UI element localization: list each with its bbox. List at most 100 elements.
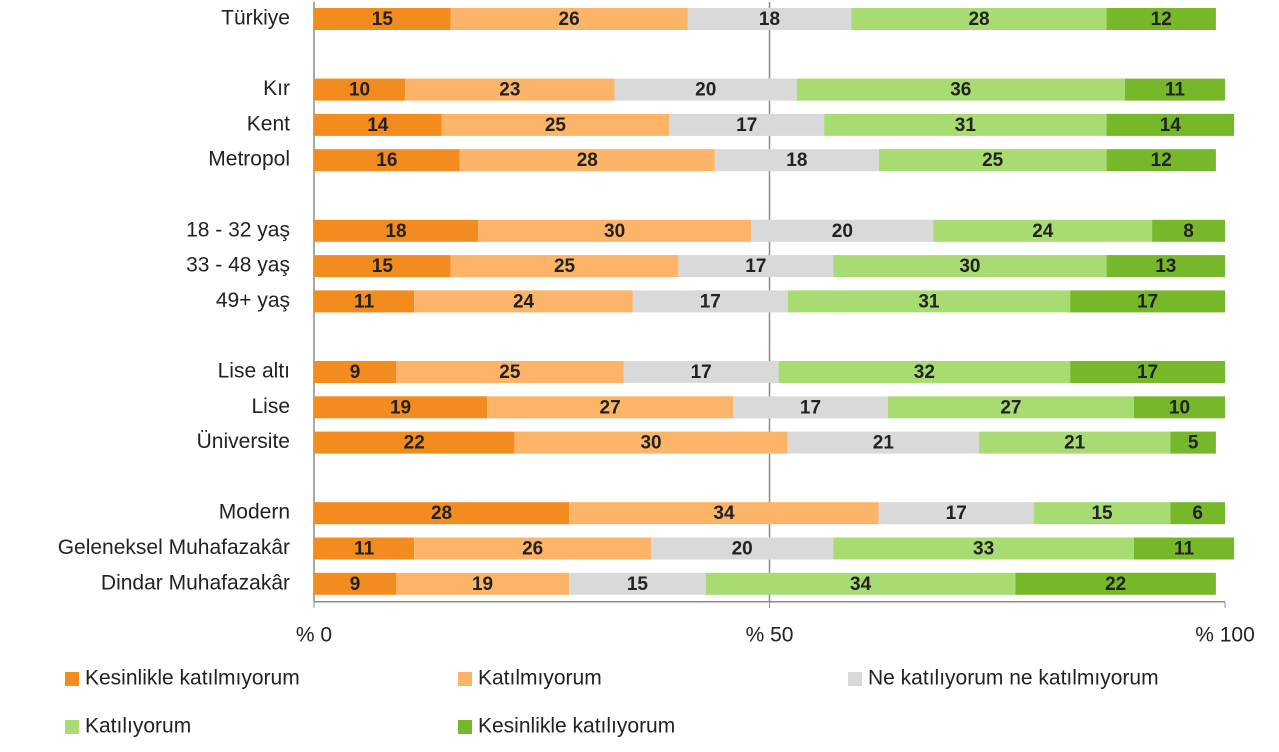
bar-segment [314, 290, 415, 313]
data-label: 28 [577, 150, 598, 171]
data-label: 6 [1192, 503, 1203, 524]
data-label: 17 [691, 362, 712, 383]
data-label: 25 [499, 362, 521, 383]
bar-segment [933, 219, 1153, 242]
y-tick-label: 49+ yaş [216, 289, 290, 312]
bar-segment [1124, 78, 1225, 101]
data-label: 16 [376, 150, 397, 171]
data-label: 31 [918, 291, 940, 312]
data-label: 34 [713, 503, 735, 524]
data-label: 26 [522, 539, 543, 560]
bar-segment [1033, 502, 1171, 525]
bar-segment [714, 149, 879, 172]
data-label: 17 [1137, 291, 1158, 312]
data-label: 20 [732, 539, 753, 560]
bar-segment [450, 8, 688, 30]
data-label: 13 [1155, 256, 1176, 277]
bar-segment [733, 396, 888, 419]
bar-segment [687, 8, 852, 30]
legend-label: Ne katılıyorum ne katılmıyorum [868, 667, 1159, 690]
bar-segment [787, 290, 1071, 313]
bar-segment [314, 537, 415, 560]
bar-segment [395, 572, 570, 595]
bar-segment [395, 361, 624, 383]
y-tick-label: Lise [251, 395, 290, 418]
data-label: 12 [1151, 150, 1172, 171]
data-label: 18 [786, 150, 807, 171]
bar-segment [405, 78, 615, 101]
bar-segment [314, 502, 570, 525]
data-label: 10 [349, 80, 370, 101]
data-label: 33 [973, 539, 994, 560]
data-label: 22 [1105, 574, 1126, 595]
data-label: 15 [372, 9, 394, 30]
bar-segment [1170, 502, 1225, 525]
legend-swatch [65, 720, 79, 734]
data-label: 19 [472, 574, 493, 595]
data-label: 17 [736, 115, 757, 136]
data-label: 25 [982, 150, 1004, 171]
data-label: 23 [499, 80, 520, 101]
data-label: 21 [873, 433, 895, 454]
legend-swatch [65, 672, 79, 686]
bar-segment [614, 78, 797, 101]
data-label: 20 [832, 221, 853, 242]
legend-swatch [458, 672, 472, 686]
data-label: 26 [559, 9, 580, 30]
bar-segment [569, 502, 879, 525]
legend-swatch [458, 720, 472, 734]
bar-segment [314, 149, 460, 172]
bar-segment [314, 8, 451, 30]
data-label: 34 [850, 574, 872, 595]
y-tick-label: Metropol [208, 148, 290, 171]
bar-segment [979, 431, 1171, 454]
data-label: 10 [1169, 397, 1190, 418]
bar-segment [623, 361, 779, 383]
x-tick-label: % 0 [296, 623, 332, 646]
legend-label: Kesinlikle katılmıyorum [85, 667, 300, 690]
bar-segment [705, 572, 1016, 595]
bar-segment [1015, 572, 1216, 595]
data-label: 28 [431, 503, 452, 524]
data-label: 8 [1183, 221, 1194, 242]
legend-label: Katılıyorum [85, 715, 191, 738]
bar-segment [314, 361, 396, 383]
data-label: 20 [695, 80, 716, 101]
data-label: 27 [1000, 397, 1021, 418]
data-label: 15 [372, 256, 394, 277]
bar-segment [851, 8, 1107, 30]
y-tick-label: Geleneksel Muhafazakâr [58, 536, 290, 559]
data-label: 15 [1091, 503, 1113, 524]
bar-segment [459, 149, 715, 172]
data-label: 32 [914, 362, 935, 383]
data-label: 24 [1032, 221, 1054, 242]
data-label: 17 [946, 503, 967, 524]
y-tick-label: Lise altı [218, 360, 290, 383]
data-label: 31 [955, 115, 977, 136]
data-label: 30 [640, 433, 661, 454]
data-label: 17 [800, 397, 821, 418]
bar-segment [314, 572, 396, 595]
data-label: 24 [513, 291, 535, 312]
y-tick-label: Dindar Muhafazakâr [101, 571, 290, 594]
bar-segment [314, 396, 488, 419]
y-tick-label: 33 - 48 yaş [186, 254, 290, 277]
data-label: 17 [700, 291, 721, 312]
data-label: 11 [354, 291, 375, 312]
bar-segment [314, 219, 478, 242]
bar-segment [314, 255, 451, 278]
data-label: 30 [604, 221, 625, 242]
bar-segment [1106, 149, 1216, 172]
data-label: 21 [1064, 433, 1086, 454]
x-tick-label: % 100 [1195, 623, 1255, 646]
y-tick-label: 18 - 32 yaş [186, 218, 290, 241]
bar-segment [1070, 290, 1225, 313]
bar-segment [1106, 113, 1235, 136]
bar-segment [751, 219, 934, 242]
data-label: 27 [600, 397, 621, 418]
data-label: 18 [759, 9, 780, 30]
bar-segment [1133, 537, 1235, 560]
data-label: 5 [1188, 433, 1199, 454]
bar-segment [833, 537, 1134, 560]
